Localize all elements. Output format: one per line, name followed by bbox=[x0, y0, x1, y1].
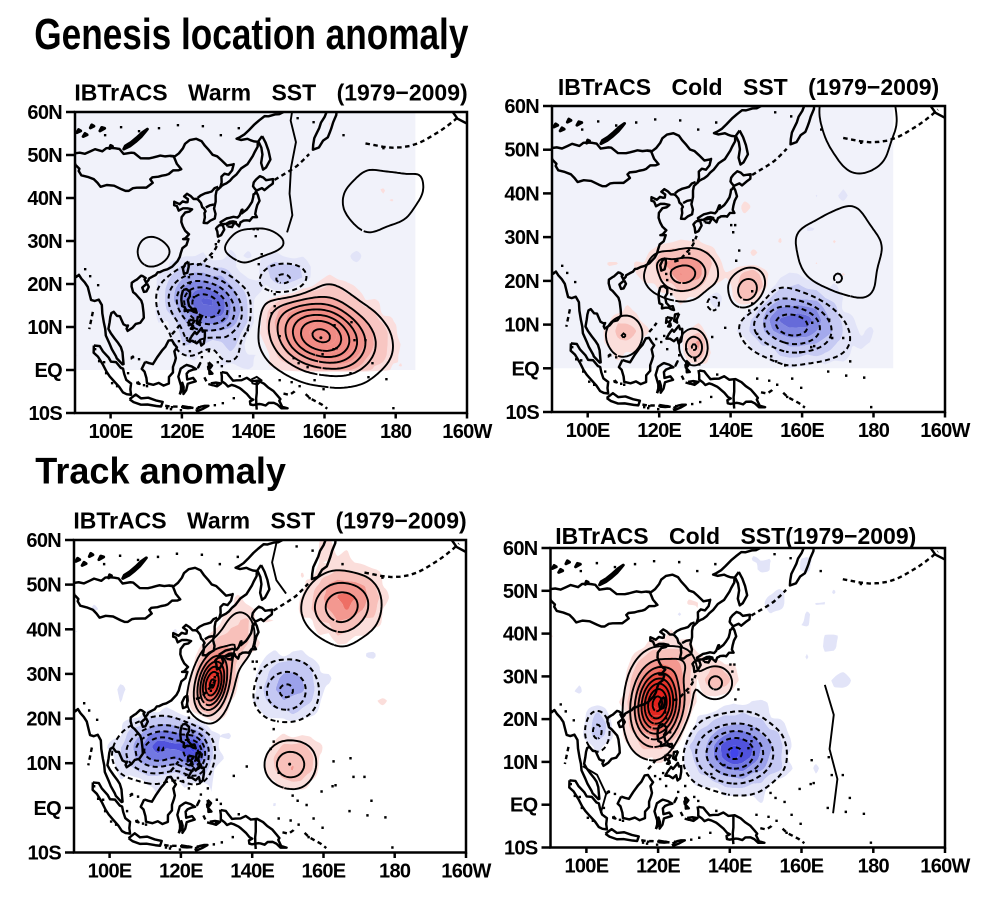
svg-text:EQ: EQ bbox=[34, 798, 62, 820]
svg-text:IBTrACS Warm SST (1979−2009): IBTrACS Warm SST (1979−2009) bbox=[73, 508, 466, 534]
svg-text:140E: 140E bbox=[709, 420, 753, 442]
svg-text:10N: 10N bbox=[504, 315, 539, 337]
svg-text:EQ: EQ bbox=[35, 360, 63, 382]
svg-text:20N: 20N bbox=[26, 709, 61, 731]
svg-text:100E: 100E bbox=[564, 856, 608, 878]
svg-text:50N: 50N bbox=[503, 581, 538, 603]
svg-text:10N: 10N bbox=[27, 317, 62, 339]
svg-text:100E: 100E bbox=[566, 420, 610, 442]
svg-text:160W: 160W bbox=[442, 421, 492, 443]
svg-text:120E: 120E bbox=[159, 861, 203, 883]
svg-text:10N: 10N bbox=[26, 753, 61, 775]
svg-text:20N: 20N bbox=[27, 274, 62, 296]
svg-text:60N: 60N bbox=[26, 530, 61, 552]
svg-text:40N: 40N bbox=[26, 619, 61, 641]
svg-text:100E: 100E bbox=[89, 421, 133, 443]
svg-text:180: 180 bbox=[380, 421, 412, 443]
svg-text:160E: 160E bbox=[303, 421, 347, 443]
svg-text:60N: 60N bbox=[503, 538, 538, 560]
svg-text:10S: 10S bbox=[28, 843, 62, 865]
svg-text:10N: 10N bbox=[503, 752, 538, 774]
svg-text:160W: 160W bbox=[920, 856, 970, 878]
svg-text:40N: 40N bbox=[504, 183, 539, 205]
svg-text:30N: 30N bbox=[503, 666, 538, 688]
svg-text:50N: 50N bbox=[26, 575, 61, 597]
svg-text:140E: 140E bbox=[708, 856, 752, 878]
svg-text:EQ: EQ bbox=[512, 358, 540, 380]
svg-text:20N: 20N bbox=[504, 271, 539, 293]
svg-text:IBTrACS Warm SST (1979−2009): IBTrACS Warm SST (1979−2009) bbox=[74, 80, 467, 106]
svg-text:180: 180 bbox=[858, 420, 890, 442]
svg-text:60N: 60N bbox=[504, 96, 539, 118]
svg-text:160E: 160E bbox=[302, 861, 346, 883]
svg-text:IBTrACS Cold SST (1979−2009): IBTrACS Cold SST (1979−2009) bbox=[558, 74, 939, 100]
svg-text:Track anomaly: Track anomaly bbox=[35, 450, 286, 492]
svg-text:120E: 120E bbox=[160, 421, 204, 443]
svg-text:50N: 50N bbox=[504, 140, 539, 162]
svg-text:30N: 30N bbox=[27, 231, 62, 253]
svg-text:60N: 60N bbox=[27, 102, 62, 124]
svg-text:30N: 30N bbox=[26, 664, 61, 686]
svg-text:160W: 160W bbox=[920, 420, 970, 442]
svg-text:10S: 10S bbox=[504, 838, 538, 860]
svg-text:10S: 10S bbox=[29, 403, 63, 425]
svg-text:140E: 140E bbox=[231, 421, 275, 443]
svg-text:Genesis location anomaly: Genesis location anomaly bbox=[34, 10, 468, 59]
svg-text:120E: 120E bbox=[637, 420, 681, 442]
svg-text:120E: 120E bbox=[636, 856, 680, 878]
svg-text:180: 180 bbox=[379, 861, 411, 883]
svg-text:EQ: EQ bbox=[510, 795, 538, 817]
svg-text:160E: 160E bbox=[780, 420, 824, 442]
svg-text:180: 180 bbox=[858, 856, 890, 878]
svg-text:140E: 140E bbox=[230, 861, 274, 883]
svg-text:50N: 50N bbox=[27, 145, 62, 167]
svg-text:20N: 20N bbox=[503, 709, 538, 731]
svg-text:100E: 100E bbox=[88, 861, 132, 883]
svg-text:10S: 10S bbox=[506, 402, 540, 424]
svg-text:160W: 160W bbox=[441, 861, 491, 883]
svg-text:30N: 30N bbox=[504, 227, 539, 249]
svg-text:IBTrACS Cold SST(1979−2009): IBTrACS Cold SST(1979−2009) bbox=[555, 523, 916, 549]
svg-text:40N: 40N bbox=[503, 624, 538, 646]
svg-text:160E: 160E bbox=[780, 856, 824, 878]
svg-text:40N: 40N bbox=[27, 188, 62, 210]
